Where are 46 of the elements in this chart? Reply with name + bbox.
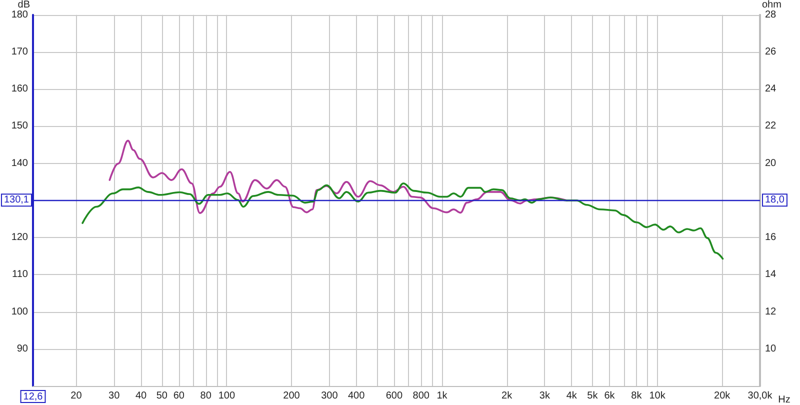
- y2-tick-label: 10: [765, 343, 777, 354]
- y-tick-label: 140: [11, 158, 28, 169]
- x-tick-label: 20: [70, 390, 82, 402]
- y-tick-label: 170: [11, 46, 28, 58]
- x-tick-label: 100: [218, 390, 236, 402]
- y2-tick-label: 24: [765, 84, 777, 95]
- x-tick-label: 50: [156, 390, 168, 402]
- y-axis-title: dB: [18, 0, 30, 10]
- y2-tick-label: 12: [765, 306, 777, 318]
- x-tick-label: 4k: [566, 390, 578, 402]
- x-tick-label: 300: [321, 390, 338, 402]
- y2-axis-title: ohm: [762, 0, 782, 10]
- y2-tick-label: 14: [765, 269, 777, 280]
- x-tick-label: 20k: [714, 390, 732, 402]
- x-tick-label: 200: [283, 390, 300, 402]
- x-tick-label: 30: [108, 390, 120, 402]
- y2-tick-label: 28: [765, 9, 777, 20]
- ref-line-label: 130,1: [4, 194, 30, 206]
- y2-tick-label: 20: [765, 158, 777, 169]
- x-tick-label: 10k: [649, 390, 666, 402]
- y2-tick-label: 16: [765, 232, 777, 244]
- x-tick-label: 5k: [587, 390, 599, 402]
- y-tick-label: 110: [12, 269, 28, 280]
- text: 12,6: [23, 392, 44, 402]
- x-axis-title: Hz: [778, 394, 790, 405]
- x-tick-label: 6k: [604, 390, 616, 402]
- y-tick-label: 160: [11, 84, 28, 95]
- x-tick-label: 400: [348, 390, 366, 402]
- y-tick-label: 100: [11, 306, 28, 318]
- y2-tick-label: 22: [765, 120, 777, 132]
- x-tick-label: 80: [200, 390, 212, 402]
- x-tick-label: 2k: [502, 390, 514, 402]
- x-tick-label: 8k: [631, 390, 643, 402]
- x-tick-label: 1k: [436, 390, 448, 402]
- x-tick-label: 60: [173, 390, 185, 402]
- y2-tick-label: 26: [765, 46, 777, 58]
- y-tick-label: 150: [11, 120, 28, 132]
- annotation: 18,0: [765, 194, 785, 206]
- y-tick-label: 90: [16, 343, 28, 354]
- x-tick-label: 3k: [539, 390, 551, 402]
- x-tick-label: 40: [135, 390, 148, 402]
- y-tick-label: 180: [11, 9, 28, 20]
- x-tick-label: 800: [412, 390, 430, 402]
- x-tick-label: 600: [386, 390, 403, 402]
- x-tick-label: 30,0k: [748, 390, 774, 402]
- y-tick-label: 120: [11, 232, 28, 244]
